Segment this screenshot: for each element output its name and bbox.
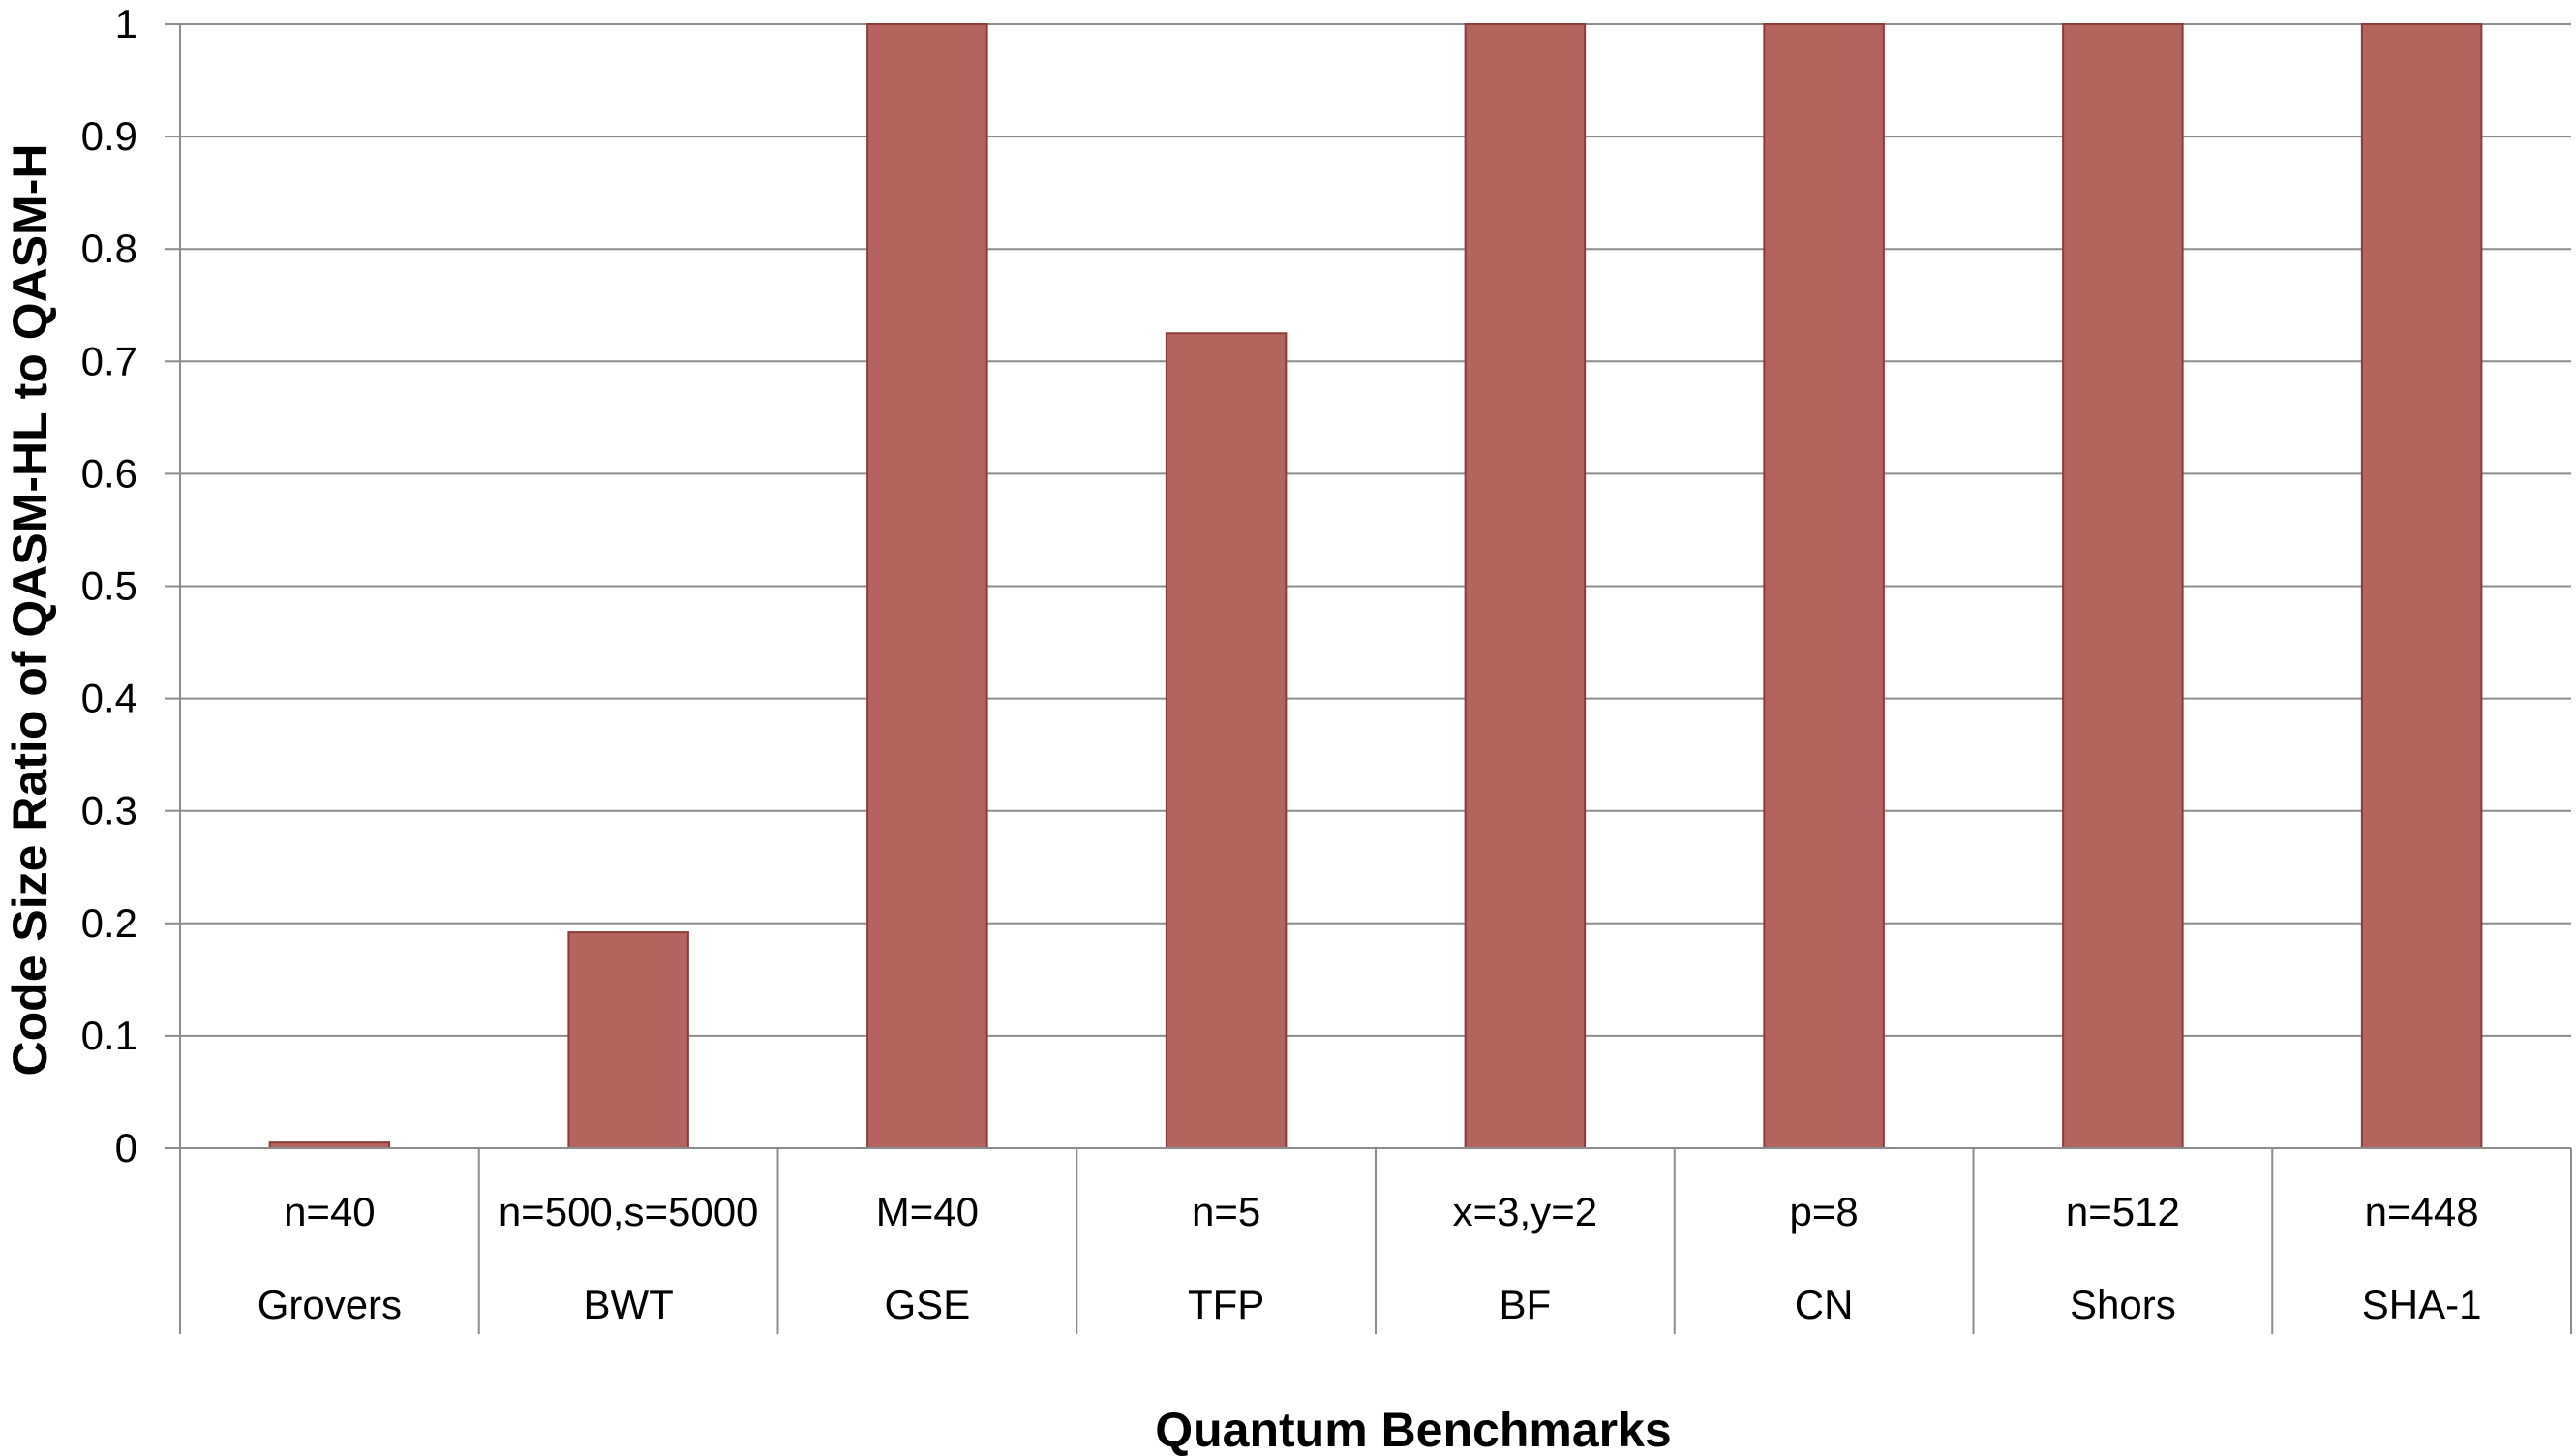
- x-tick-label-param: M=40: [876, 1189, 979, 1234]
- x-tick-label-param: n=512: [2066, 1189, 2180, 1234]
- x-tick-label-param: p=8: [1790, 1189, 1859, 1234]
- bar-bf: [1464, 23, 1587, 1149]
- x-tick-label-name: TFP: [1188, 1282, 1264, 1327]
- x-tick-label-name: Shors: [2070, 1282, 2176, 1327]
- x-tick-label-param: n=448: [2365, 1189, 2479, 1234]
- axes: [165, 23, 2572, 1334]
- bar-tfp: [1165, 332, 1288, 1149]
- x-axis-title: Quantum Benchmarks: [1155, 1403, 1671, 1456]
- y-tick-label: 0.5: [81, 563, 137, 609]
- y-tick-label: 0.2: [81, 900, 137, 946]
- x-tick-label-param: n=40: [284, 1189, 376, 1234]
- y-tick-label: 0.4: [81, 676, 137, 721]
- tick-labels: 0 0.1 0.2 0.3 0.4 0.5 0.6 0.7 0.8 0.9 1 n=40 Grovers…: [81, 1, 2482, 1327]
- y-tick-label: 0: [115, 1125, 137, 1170]
- x-tick-label-param: n=5: [1192, 1189, 1260, 1234]
- y-axis-title: Code Size Ratio of QASM-HL to QASM-H: [3, 144, 57, 1077]
- bar-sha-1: [2360, 23, 2483, 1149]
- y-tick-label: 0.9: [81, 113, 137, 159]
- y-tick-label: 0.3: [81, 788, 137, 834]
- x-tick-label-name: BF: [1500, 1282, 1552, 1327]
- y-tick-label: 0.6: [81, 450, 137, 496]
- x-tick-label-name: GSE: [885, 1282, 971, 1327]
- bar-cn: [1763, 23, 1885, 1149]
- bars: [268, 23, 2483, 1150]
- x-tick-label-param: x=3,y=2: [1453, 1189, 1597, 1234]
- y-tick-label: 0.7: [81, 338, 137, 383]
- bar-bwt: [567, 931, 689, 1150]
- x-tick-label-param: n=500,s=5000: [499, 1189, 759, 1234]
- bar-shors: [2062, 23, 2184, 1149]
- x-tick-label-name: BWT: [583, 1282, 673, 1327]
- gridlines: [180, 23, 2571, 1037]
- x-tick-label-name: Grovers: [258, 1282, 402, 1327]
- x-tick-label-name: SHA-1: [2362, 1282, 2482, 1327]
- y-tick-label: 0.8: [81, 226, 137, 271]
- x-tick-label-name: CN: [1795, 1282, 1854, 1327]
- y-tick-label: 1: [115, 1, 137, 46]
- bar-gse: [866, 23, 988, 1149]
- y-tick-label: 0.1: [81, 1013, 137, 1058]
